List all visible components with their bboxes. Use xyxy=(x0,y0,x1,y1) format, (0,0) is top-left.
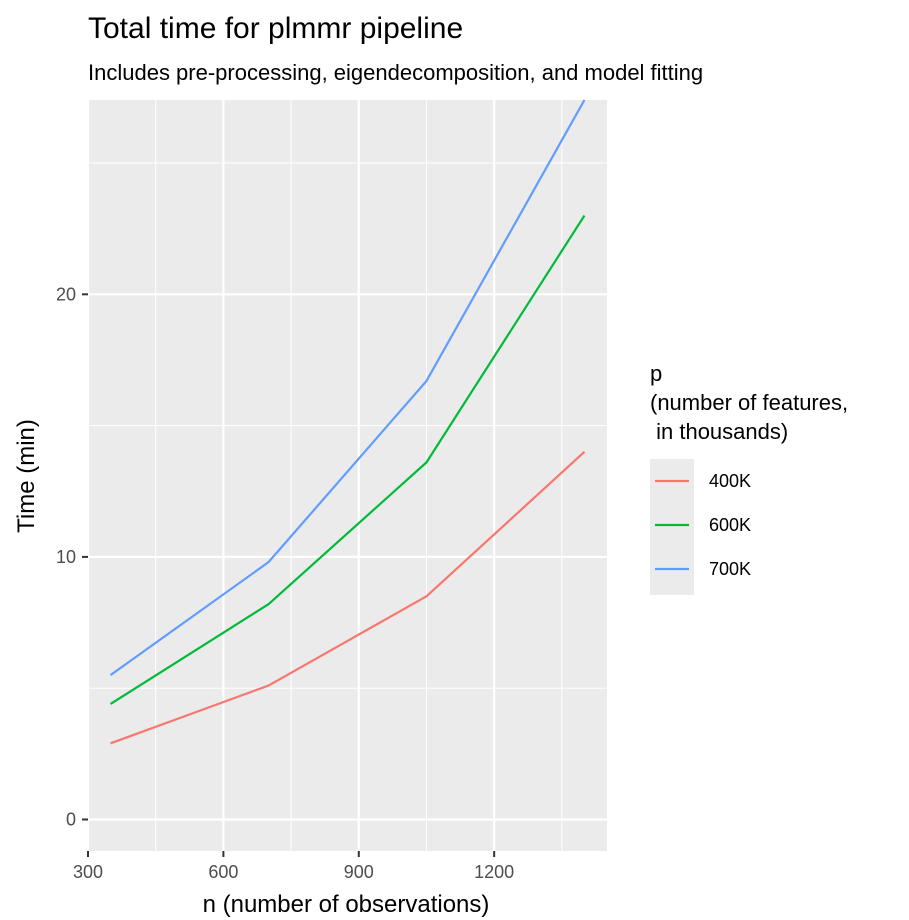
legend-label: 700K xyxy=(709,559,751,579)
legend-label: 600K xyxy=(709,515,751,535)
x-tick-label: 900 xyxy=(344,862,374,882)
x-axis-title: n (number of observations) xyxy=(203,891,490,918)
y-tick-label: 10 xyxy=(56,547,76,567)
legend: p (number of features, in thousands) 400… xyxy=(650,361,854,595)
y-axis: 0 10 20 xyxy=(56,284,88,829)
legend-title: p (number of features, in thousands) xyxy=(650,361,854,444)
x-axis: 300 600 900 1200 xyxy=(73,851,514,882)
series-line xyxy=(109,214,586,705)
legend-title-line: p xyxy=(650,361,662,386)
series-line xyxy=(109,99,586,676)
legend-title-line: in thousands) xyxy=(650,419,788,444)
chart-title: Total time for plmmr pipeline xyxy=(88,12,463,45)
chart-subtitle: Includes pre-processing, eigendecomposit… xyxy=(88,60,703,85)
y-tick-label: 20 xyxy=(56,284,76,304)
y-axis-title: Time (min) xyxy=(13,419,40,533)
legend-title-line: (number of features, xyxy=(650,390,848,415)
x-tick-label: 300 xyxy=(73,862,103,882)
legend-items: 400K 600K 700K xyxy=(655,471,751,579)
y-tick-label: 0 xyxy=(66,809,76,829)
grid-major xyxy=(86,100,607,851)
x-tick-label: 1200 xyxy=(474,862,514,882)
plot-panel xyxy=(88,100,607,851)
legend-label: 400K xyxy=(709,471,751,491)
legend-key-background xyxy=(650,459,694,595)
series-line xyxy=(110,451,586,745)
x-tick-label: 600 xyxy=(208,862,238,882)
series-lines xyxy=(109,99,586,745)
